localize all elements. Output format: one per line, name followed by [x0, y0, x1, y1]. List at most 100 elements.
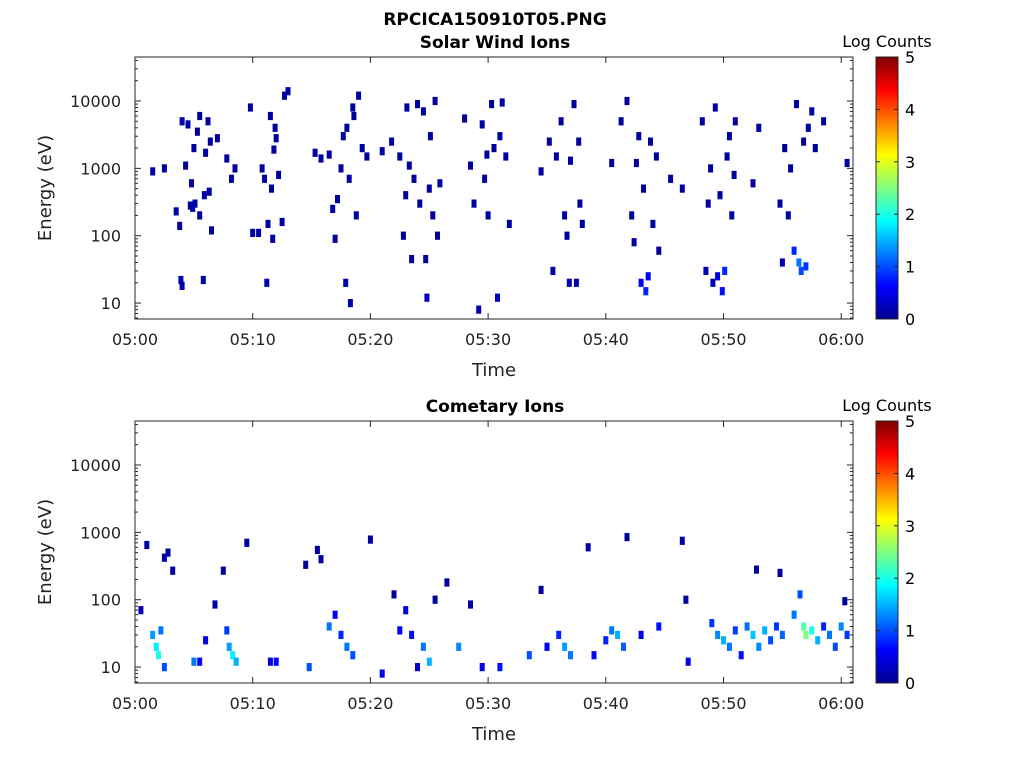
colorbar-label: Log Counts	[842, 396, 932, 415]
heatmap-cell	[618, 117, 624, 126]
heatmap-cell	[573, 278, 579, 287]
heatmap-cell	[156, 651, 161, 660]
heatmap-cell	[722, 266, 728, 275]
colorbar-tick-label: 3	[905, 153, 915, 172]
heatmap-cell	[400, 231, 406, 240]
x-tick-label: 05:00	[112, 694, 158, 713]
heatmap-cell	[150, 167, 156, 176]
colorbar-tick-label: 2	[905, 205, 915, 224]
colorbar-ticks: 0 1 2 3 4 5	[876, 48, 915, 329]
heatmap-cell	[703, 266, 709, 275]
heatmap-cell	[267, 657, 273, 666]
heatmap-cell	[779, 630, 785, 639]
heatmap-cell	[821, 117, 827, 126]
heatmap-cell	[798, 266, 804, 275]
heatmap-cell	[631, 238, 637, 247]
heatmap-cell	[430, 211, 436, 220]
heatmap-cell	[715, 630, 721, 639]
heatmap-cell	[656, 622, 662, 631]
heatmap-cell	[768, 636, 774, 645]
heatmap-cell	[158, 626, 164, 635]
heatmap-cell	[165, 548, 171, 557]
heatmap-cell	[568, 651, 573, 660]
colorbar	[875, 420, 899, 684]
heatmap-cell	[668, 174, 674, 183]
heatmap-cell	[203, 636, 209, 645]
heatmap-cell	[579, 219, 585, 228]
heatmap-cell	[367, 535, 373, 544]
heatmap-cell	[724, 152, 730, 161]
heatmap-cell	[226, 642, 232, 651]
heatmap-cell	[178, 275, 184, 285]
heatmap-cell	[801, 622, 807, 631]
heatmap-cell	[562, 211, 568, 220]
heatmap-cell	[423, 255, 429, 264]
heatmap-cell	[203, 148, 209, 157]
heatmap-cell	[715, 272, 721, 281]
heatmap-cell	[229, 174, 234, 183]
heatmap-cell	[827, 630, 832, 639]
x-tick-label: 06:00	[818, 330, 864, 349]
colorbar-tick-label: 0	[905, 310, 915, 329]
x-tick-label: 05:40	[583, 330, 629, 349]
heatmap-cell	[353, 211, 359, 220]
heatmap-cell	[150, 630, 156, 639]
heatmap-cell	[568, 156, 573, 165]
x-tick-label: 05:40	[583, 694, 629, 713]
heatmap-cell	[206, 187, 212, 196]
heatmap-cell	[774, 622, 779, 631]
heatmap-cell	[326, 622, 332, 631]
heatmap-cell	[173, 207, 179, 216]
heatmap-cell	[233, 657, 239, 666]
heatmap-cell	[566, 278, 572, 287]
axis-ticks: 05:00 05:10 05:20 05:30 05:40 05:50 06:00 10 100…	[70, 57, 864, 349]
heatmap-cell	[346, 174, 352, 183]
heatmap-cells	[150, 87, 850, 314]
heatmap-cell	[356, 91, 362, 100]
heatmap-cell	[318, 154, 324, 163]
heatmap-cell	[801, 137, 807, 146]
heatmap-cell	[318, 555, 324, 564]
heatmap-cell	[347, 299, 353, 308]
heatmap-cell	[705, 199, 711, 208]
heatmap-cell	[719, 287, 725, 296]
x-tick-label: 05:20	[347, 694, 393, 713]
heatmap-cell	[544, 642, 550, 651]
heatmap-cell	[201, 191, 207, 200]
heatmap-cell	[777, 199, 783, 208]
heatmap-cell	[269, 184, 274, 193]
heatmap-cell	[621, 642, 626, 651]
heatmap-cell	[389, 137, 395, 146]
colorbar-tick-label: 0	[905, 674, 915, 693]
heatmap-cell	[397, 626, 403, 635]
heatmap-cell	[426, 657, 432, 666]
heatmap-cell	[256, 228, 262, 237]
heatmap-cell	[577, 199, 583, 208]
heatmap-cell	[420, 642, 426, 651]
heatmap-cell	[462, 114, 468, 123]
y-axis-label: Energy (eV)	[35, 135, 56, 241]
heatmap-cell	[779, 258, 785, 267]
plot-area	[135, 421, 853, 683]
heatmap-cell	[624, 533, 630, 542]
heatmap-cell	[312, 148, 318, 157]
heatmap-cell	[273, 657, 279, 666]
heatmap-cell	[179, 281, 185, 290]
heatmap-cell	[191, 657, 197, 666]
heatmap-cell	[738, 651, 744, 660]
heatmap-cell	[603, 636, 609, 645]
y-tick-label: 10	[101, 294, 121, 313]
heatmap-cell	[250, 228, 256, 237]
axis-frame	[134, 420, 854, 684]
heatmap-cell	[191, 144, 197, 153]
heatmap-cell	[503, 152, 509, 161]
heatmap-cell	[648, 137, 653, 146]
heatmap-cell	[403, 191, 409, 200]
heatmap-cell	[721, 636, 726, 645]
heatmap-cell	[220, 566, 226, 575]
y-tick-label: 1000	[80, 159, 121, 178]
heatmap-cell	[190, 203, 196, 212]
heatmap-cell	[679, 184, 685, 193]
heatmap-cell	[415, 663, 420, 672]
